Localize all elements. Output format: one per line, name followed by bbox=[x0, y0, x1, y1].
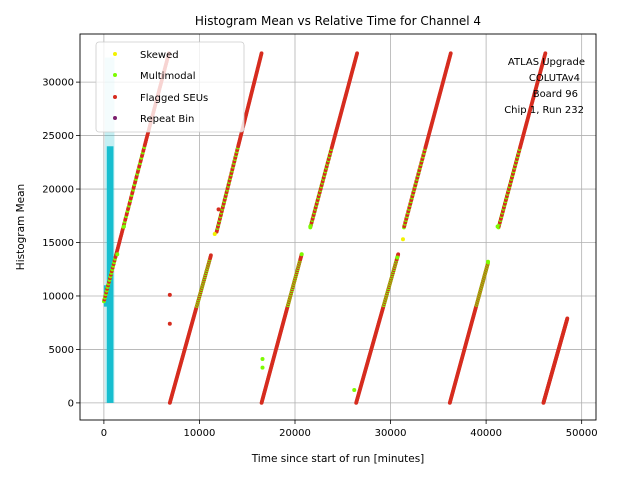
y-tick-label: 30000 bbox=[42, 78, 74, 89]
legend-box bbox=[95, 41, 245, 133]
outlier-point bbox=[299, 252, 304, 257]
annotation-block: ATLAS Upgrade COLUTAv4 Board 96 Chip 1, … bbox=[504, 57, 585, 116]
chart-title: Histogram Mean vs Relative Time for Chan… bbox=[195, 14, 481, 28]
y-axis-label: Histogram Mean bbox=[15, 184, 27, 270]
outlier-point bbox=[115, 252, 120, 257]
legend-marker-skewed bbox=[113, 52, 117, 56]
legend-marker-flagged-seus bbox=[113, 95, 117, 99]
ramp-2-upper bbox=[214, 51, 264, 234]
ramp-point bbox=[396, 252, 401, 257]
legend-marker-repeat-bin bbox=[113, 116, 117, 120]
ramp-point bbox=[259, 51, 264, 56]
x-tick-label: 20000 bbox=[279, 428, 311, 439]
outlier-point bbox=[308, 224, 313, 229]
outlier-point bbox=[260, 365, 265, 370]
outlier-point bbox=[212, 231, 217, 236]
y-tick-label: 0 bbox=[68, 398, 74, 409]
annotation-line-3: Board 96 bbox=[533, 89, 578, 100]
ramp-point bbox=[565, 316, 570, 321]
ramp-3-upper bbox=[308, 51, 360, 230]
outlier-point bbox=[486, 259, 491, 264]
outlier-point bbox=[121, 224, 126, 229]
plot-frame bbox=[79, 33, 597, 421]
x-axis-label: Time since start of run [minutes] bbox=[251, 453, 425, 465]
ramp-point bbox=[209, 253, 213, 258]
x-tick-label: 30000 bbox=[375, 428, 407, 439]
y-tick-label: 25000 bbox=[42, 131, 74, 142]
annotation-line-2: COLUTAv4 bbox=[529, 73, 580, 84]
x-tick-label: 0 bbox=[101, 428, 107, 439]
outlier-point bbox=[167, 321, 172, 326]
ramp-5-lower bbox=[447, 260, 490, 405]
legend-label-flagged-seus: Flagged SEUs bbox=[140, 93, 208, 104]
x-tick-label: 50000 bbox=[566, 428, 598, 439]
ramp-2-lower bbox=[167, 253, 213, 405]
outlier-point bbox=[400, 237, 405, 242]
ramp-point bbox=[355, 51, 360, 56]
annotation-line-4: Chip 1, Run 232 bbox=[504, 105, 584, 116]
outlier-point bbox=[216, 207, 221, 212]
outlier-point bbox=[352, 388, 357, 393]
ramp-5-upper bbox=[496, 51, 548, 230]
y-tick-label: 15000 bbox=[42, 238, 74, 249]
ramp-4-upper bbox=[402, 51, 453, 230]
y-tick-label: 10000 bbox=[42, 291, 74, 302]
ramp-point bbox=[543, 51, 548, 56]
legend: Skewed Multimodal Flagged SEUs Repeat Bi… bbox=[95, 41, 245, 133]
outlier-point bbox=[260, 357, 265, 362]
legend-marker-multimodal bbox=[113, 73, 117, 77]
annotation-line-1: ATLAS Upgrade bbox=[508, 57, 585, 68]
ramp-point bbox=[448, 51, 453, 56]
axis-ticks: 0 10000 20000 30000 40000 50000 0 5000 10000 1500… bbox=[42, 78, 597, 439]
ramp-4-lower bbox=[354, 252, 401, 405]
x-tick-label: 10000 bbox=[184, 428, 216, 439]
outlier-point bbox=[395, 255, 400, 260]
legend-label-multimodal: Multimodal bbox=[140, 71, 196, 82]
outlier-point bbox=[167, 292, 172, 297]
legend-label-skewed: Skewed bbox=[140, 50, 179, 61]
y-tick-label: 5000 bbox=[49, 345, 74, 356]
ramp-6-lower bbox=[541, 316, 570, 405]
ramp-3-lower bbox=[259, 252, 304, 405]
outlier-point bbox=[495, 224, 500, 229]
y-tick-label: 20000 bbox=[42, 185, 74, 196]
legend-label-repeat-bin: Repeat Bin bbox=[140, 114, 194, 125]
x-tick-label: 40000 bbox=[470, 428, 502, 439]
